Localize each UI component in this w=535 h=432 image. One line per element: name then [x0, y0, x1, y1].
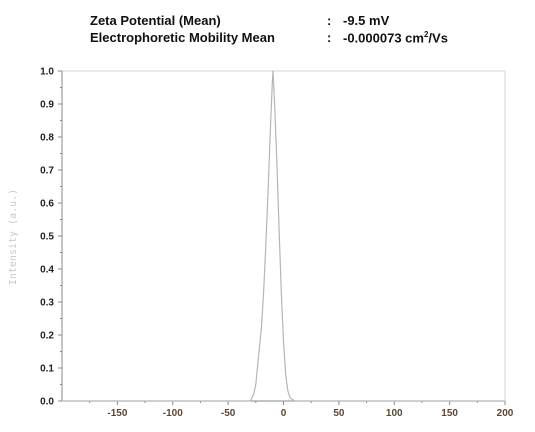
intensity-series-line: [62, 70, 505, 402]
mobility-unit-rest: /Vs: [428, 30, 448, 46]
y-axis-title: Intensity (a.u.): [8, 189, 19, 285]
x-tick-label: 150: [441, 408, 458, 419]
zeta-potential-label: Zeta Potential (Mean): [90, 13, 221, 28]
y-tick-label: 0.8: [40, 133, 54, 144]
tick-labels: 0.0 0.1 0.2 0.3 0.4 0.5 0.6 0.7 0.8 0.9 1.0 -150 -10…: [40, 67, 514, 420]
zeta-potential-value: -9.5 mV: [343, 13, 390, 28]
y-tick-label: 0.5: [40, 232, 54, 243]
plot-frame: [62, 70, 506, 401]
y-tick-label: 0.3: [40, 298, 54, 309]
mobility-label: Electrophoretic Mobility Mean: [90, 30, 275, 45]
mobility-unit-superscript: 2: [423, 30, 429, 39]
axes: [58, 70, 506, 405]
mobility-value-number: -0.000073 cm: [343, 30, 424, 46]
series-layer: [62, 70, 505, 402]
y-tick-label: 1.0: [40, 67, 54, 78]
x-tick-label: -50: [221, 408, 236, 419]
mobility-separator: :: [327, 30, 332, 45]
y-tick-label: 0.2: [40, 331, 54, 342]
y-tick-label: 0.7: [40, 166, 54, 177]
y-tick-label: 0.1: [40, 364, 54, 375]
y-tick-label: 0.6: [40, 199, 54, 210]
x-tick-label: 0: [281, 408, 287, 419]
x-tick-label: 200: [497, 408, 514, 419]
x-tick-label: 50: [333, 408, 345, 419]
mobility-value: -0.000073 cm2/Vs: [343, 30, 448, 45]
zeta-potential-separator: :: [327, 13, 332, 28]
x-tick-label: 100: [386, 408, 403, 419]
y-tick-label: 0.9: [40, 100, 54, 111]
x-tick-label: -100: [163, 408, 183, 419]
y-tick-label: 0.4: [40, 265, 54, 276]
x-tick-label: -150: [107, 408, 127, 419]
y-tick-label: 0.0: [40, 397, 54, 408]
